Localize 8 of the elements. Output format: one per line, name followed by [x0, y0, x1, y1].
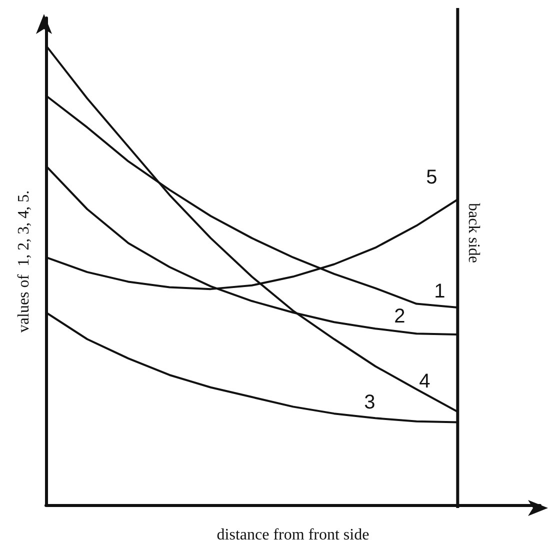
series-label: 4 [419, 370, 430, 393]
series-label: 3 [364, 391, 376, 414]
x-axis-title: distance from front side [216, 526, 370, 544]
series-label: 2 [394, 306, 406, 328]
series-label: 1 [434, 280, 446, 302]
text: back side [465, 203, 482, 263]
y-axis-title: values of 1, 2, 3, 4, 5. [16, 190, 32, 333]
series-label: 5 [426, 166, 438, 188]
